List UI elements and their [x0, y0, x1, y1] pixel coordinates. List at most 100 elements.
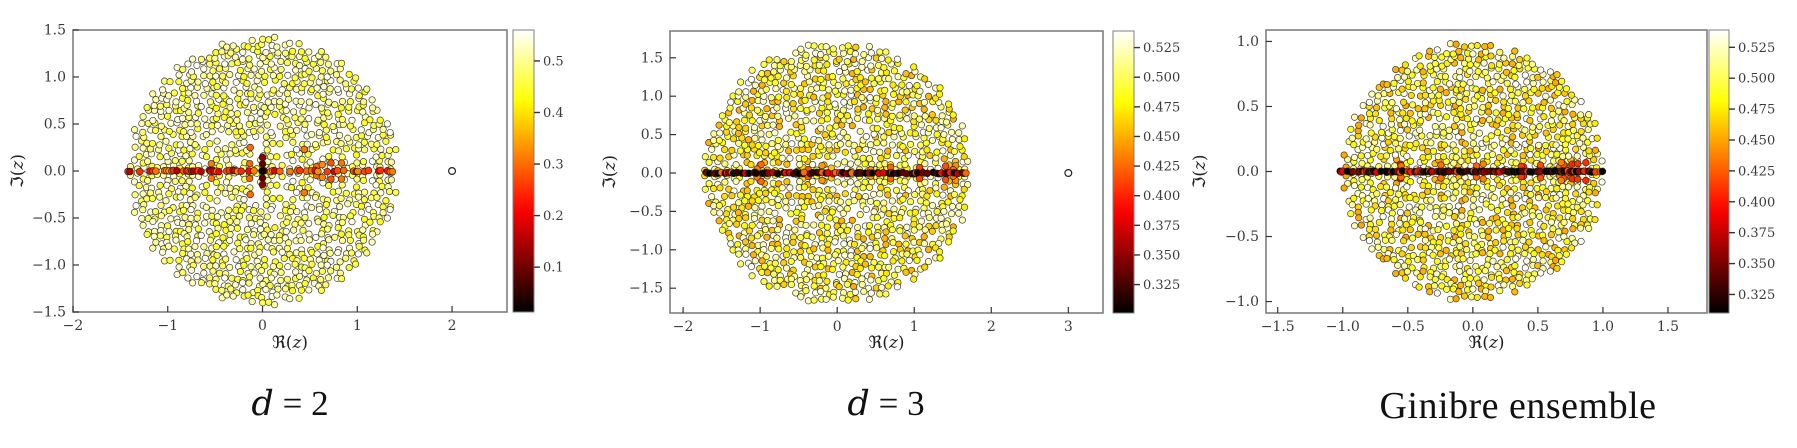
- eigenvalue-point: [1577, 224, 1585, 232]
- eigenvalue-point: [847, 86, 855, 94]
- eigenvalue-point: [1503, 256, 1511, 264]
- eigenvalue-point: [873, 124, 881, 133]
- eigenvalue-point: [1598, 178, 1606, 186]
- eigenvalue-point: [1340, 151, 1348, 159]
- eigenvalue-point: [305, 98, 313, 106]
- eigenvalue-point: [281, 49, 290, 57]
- eigenvalue-point: [265, 36, 273, 44]
- eigenvalue-point: [259, 54, 267, 62]
- eigenvalue-point: [771, 79, 779, 87]
- eigenvalue-point: [729, 203, 738, 211]
- eigenvalue-point: [788, 140, 796, 148]
- eigenvalue-point: [283, 244, 291, 253]
- eigenvalue-point: [925, 124, 933, 133]
- eigenvalue-point: [180, 128, 188, 136]
- eigenvalue-point: [308, 74, 316, 82]
- eigenvalue-point: [786, 184, 794, 192]
- eigenvalue-point: [1521, 264, 1529, 272]
- eigenvalue-point: [1392, 230, 1400, 238]
- eigenvalue-point: [853, 270, 861, 279]
- eigenvalue-point: [338, 115, 346, 124]
- eigenvalue-point: [745, 111, 753, 119]
- eigenvalue-point: [882, 48, 890, 56]
- eigenvalue-point: [379, 209, 387, 217]
- eigenvalue-point: [1500, 281, 1508, 289]
- eigenvalue-point: [1459, 255, 1467, 263]
- eigenvalue-point: [1553, 150, 1561, 158]
- eigenvalue-point: [342, 189, 350, 197]
- eigenvalue-point: [184, 96, 192, 104]
- eigenvalue-point: [761, 262, 769, 270]
- eigenvalue-point: [179, 269, 187, 277]
- eigenvalue-point: [208, 128, 216, 136]
- eigenvalue-point: [1388, 220, 1396, 228]
- outlier-eigenvalue-point: [448, 167, 457, 176]
- colorbar-tick-label: 0.450: [1738, 133, 1775, 148]
- eigenvalue-point: [790, 90, 798, 98]
- y-tick-label: 1.0: [1237, 34, 1259, 50]
- eigenvalue-point: [939, 147, 947, 155]
- eigenvalue-point: [1472, 190, 1480, 198]
- eigenvalue-point: [1405, 203, 1413, 211]
- eigenvalue-point: [239, 55, 247, 63]
- eigenvalue-point: [297, 236, 305, 245]
- eigenvalue-point: [139, 113, 147, 121]
- eigenvalue-point: [1500, 98, 1508, 106]
- eigenvalue-point: [747, 234, 755, 242]
- eigenvalue-point: [233, 110, 241, 118]
- eigenvalue-point: [286, 167, 294, 176]
- eigenvalue-point: [1598, 157, 1606, 165]
- eigenvalue-point: [1551, 79, 1560, 87]
- eigenvalue-point: [347, 85, 356, 93]
- eigenvalue-point: [179, 85, 187, 93]
- eigenvalue-point: [898, 257, 906, 265]
- eigenvalue-point: [933, 130, 941, 138]
- eigenvalue-point: [245, 214, 253, 222]
- eigenvalue-point: [250, 103, 258, 111]
- eigenvalue-point: [172, 98, 180, 106]
- eigenvalue-point: [1340, 184, 1348, 192]
- eigenvalue-point: [829, 186, 837, 194]
- eigenvalue-point: [1569, 215, 1577, 223]
- eigenvalue-point: [865, 221, 874, 230]
- eigenvalue-point: [1479, 116, 1487, 125]
- eigenvalue-point: [368, 238, 376, 246]
- eigenvalue-point: [844, 42, 852, 50]
- eigenvalue-point: [271, 110, 279, 118]
- eigenvalue-point: [750, 214, 759, 223]
- eigenvalue-point: [1482, 135, 1490, 143]
- eigenvalue-point: [1529, 104, 1537, 112]
- eigenvalue-point: [783, 160, 791, 168]
- eigenvalue-point: [889, 81, 897, 89]
- eigenvalue-point: [1512, 141, 1520, 149]
- eigenvalue-point: [1366, 214, 1374, 222]
- eigenvalue-point: [920, 98, 928, 106]
- eigenvalue-point: [1579, 134, 1587, 142]
- eigenvalue-point: [925, 246, 933, 254]
- eigenvalue-point: [197, 103, 205, 111]
- y-tick-label: 1.5: [641, 50, 663, 66]
- eigenvalue-point: [286, 295, 294, 303]
- eigenvalue-point: [274, 49, 282, 57]
- eigenvalue-point: [1569, 110, 1577, 118]
- eigenvalue-point: [1383, 254, 1391, 263]
- eigenvalue-point: [751, 204, 759, 212]
- eigenvalue-point: [243, 79, 251, 88]
- eigenvalue-point: [1551, 256, 1560, 264]
- eigenvalue-point: [817, 51, 825, 59]
- eigenvalue-point: [236, 245, 244, 253]
- eigenvalue-point: [1433, 78, 1441, 86]
- eigenvalue-point: [800, 135, 808, 143]
- eigenvalue-point: [810, 93, 818, 101]
- eigenvalue-point: [165, 92, 173, 100]
- eigenvalue-point: [240, 138, 248, 146]
- eigenvalue-point: [1485, 219, 1494, 227]
- eigenvalue-point: [1495, 181, 1503, 190]
- eigenvalue-point: [1558, 258, 1566, 266]
- eigenvalue-point: [382, 197, 390, 205]
- eigenvalue-point: [1377, 152, 1385, 160]
- eigenvalue-point: [209, 256, 217, 264]
- eigenvalue-point: [913, 82, 921, 90]
- eigenvalue-point: [773, 104, 781, 112]
- eigenvalue-point: [797, 84, 805, 92]
